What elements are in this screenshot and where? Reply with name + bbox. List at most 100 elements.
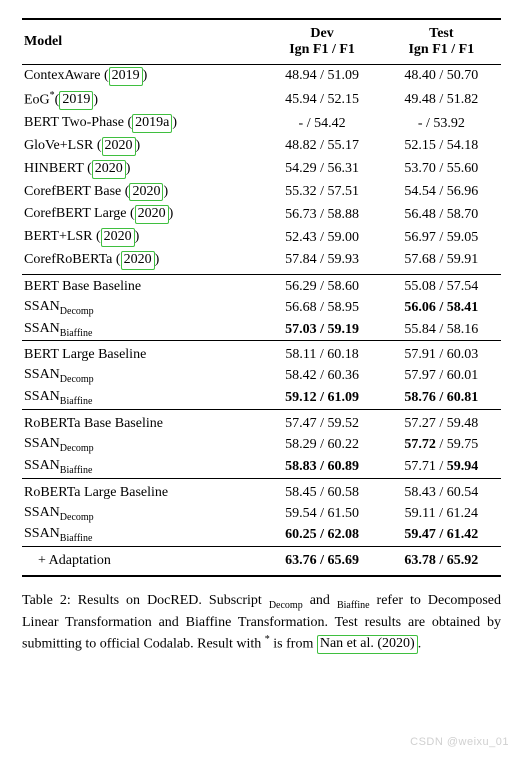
table-row: HINBERT (2020)54.29 / 56.3153.70 / 55.60	[22, 158, 501, 181]
model-cell: SSANDecomp	[22, 434, 262, 456]
table-row: RoBERTa Base Baseline57.47 / 59.5257.27 …	[22, 410, 501, 435]
table-row: GloVe+LSR (2020)48.82 / 55.1752.15 / 54.…	[22, 135, 501, 158]
citation-link[interactable]: 2020	[129, 183, 163, 202]
model-cell: RoBERTa Base Baseline	[22, 410, 262, 435]
model-cell: SSANBiaffine	[22, 319, 262, 341]
model-cell: BERT+LSR (2020)	[22, 226, 262, 249]
citation-link[interactable]: 2020	[121, 251, 155, 270]
test-cell: 56.06 / 58.41	[382, 297, 501, 319]
table-row: BERT+LSR (2020)52.43 / 59.0056.97 / 59.0…	[22, 226, 501, 249]
dev-cell: 56.29 / 58.60	[262, 274, 381, 297]
dev-cell: 48.82 / 55.17	[262, 135, 381, 158]
test-cell: 57.72 / 59.75	[382, 434, 501, 456]
table-header-row: Model Dev Ign F1 / F1 Test Ign F1 / F1	[22, 19, 501, 65]
header-dev: Dev Ign F1 / F1	[262, 19, 381, 65]
dev-cell: 55.32 / 57.51	[262, 181, 381, 204]
citation-link[interactable]: 2020	[135, 205, 169, 224]
test-cell: 59.47 / 61.42	[382, 524, 501, 546]
dev-cell: 45.94 / 52.15	[262, 88, 381, 112]
test-cell: - / 53.92	[382, 112, 501, 135]
dev-cell: 52.43 / 59.00	[262, 226, 381, 249]
dev-cell: 59.54 / 61.50	[262, 503, 381, 525]
model-cell: GloVe+LSR (2020)	[22, 135, 262, 158]
dev-cell: 57.84 / 59.93	[262, 249, 381, 274]
test-cell: 55.84 / 58.16	[382, 319, 501, 341]
dev-cell: 48.94 / 51.09	[262, 65, 381, 88]
table-row: BERT Large Baseline58.11 / 60.1857.91 / …	[22, 341, 501, 366]
test-cell: 57.68 / 59.91	[382, 249, 501, 274]
dev-cell: 59.12 / 61.09	[262, 387, 381, 409]
citation-link[interactable]: 2020	[101, 228, 135, 247]
table-row: EoG*(2019)45.94 / 52.1549.48 / 51.82	[22, 88, 501, 112]
dev-cell: 57.47 / 59.52	[262, 410, 381, 435]
table-row: SSANBiaffine57.03 / 59.1955.84 / 58.16	[22, 319, 501, 341]
table-row: RoBERTa Large Baseline58.45 / 60.5858.43…	[22, 478, 501, 503]
test-cell: 52.15 / 54.18	[382, 135, 501, 158]
test-cell: 55.08 / 57.54	[382, 274, 501, 297]
model-cell: SSANBiaffine	[22, 387, 262, 409]
adaptation-row: + Adaptation63.76 / 65.6963.78 / 65.92	[22, 547, 501, 577]
model-cell: SSANBiaffine	[22, 456, 262, 478]
model-cell: SSANDecomp	[22, 297, 262, 319]
table-row: SSANBiaffine58.83 / 60.8957.71 / 59.94	[22, 456, 501, 478]
table-row: SSANBiaffine59.12 / 61.0958.76 / 60.81	[22, 387, 501, 409]
dev-cell: 56.68 / 58.95	[262, 297, 381, 319]
table-row: SSANDecomp58.42 / 60.3657.97 / 60.01	[22, 365, 501, 387]
citation-link[interactable]: 2020	[92, 160, 126, 179]
table-row: ContexAware (2019)48.94 / 51.0948.40 / 5…	[22, 65, 501, 88]
dev-cell: 57.03 / 59.19	[262, 319, 381, 341]
dev-cell: 58.45 / 60.58	[262, 478, 381, 503]
model-cell: EoG*(2019)	[22, 88, 262, 112]
model-cell: SSANDecomp	[22, 365, 262, 387]
table-row: SSANDecomp56.68 / 58.9556.06 / 58.41	[22, 297, 501, 319]
dev-cell: 58.83 / 60.89	[262, 456, 381, 478]
citation-link[interactable]: 2020	[102, 137, 136, 156]
test-cell: 54.54 / 56.96	[382, 181, 501, 204]
model-cell: CorefBERT Large (2020)	[22, 203, 262, 226]
test-cell: 57.91 / 60.03	[382, 341, 501, 366]
test-cell: 56.48 / 58.70	[382, 203, 501, 226]
test-cell: 59.11 / 61.24	[382, 503, 501, 525]
model-cell: BERT Large Baseline	[22, 341, 262, 366]
dev-cell: - / 54.42	[262, 112, 381, 135]
table-row: CorefBERT Base (2020)55.32 / 57.5154.54 …	[22, 181, 501, 204]
model-cell: SSANBiaffine	[22, 524, 262, 546]
dev-cell: 58.29 / 60.22	[262, 434, 381, 456]
test-cell: 53.70 / 55.60	[382, 158, 501, 181]
table-row: BERT Two-Phase (2019a)- / 54.42- / 53.92	[22, 112, 501, 135]
header-model: Model	[22, 19, 262, 65]
model-cell: SSANDecomp	[22, 503, 262, 525]
test-cell: 57.97 / 60.01	[382, 365, 501, 387]
table-row: SSANBiaffine60.25 / 62.0859.47 / 61.42	[22, 524, 501, 546]
header-test: Test Ign F1 / F1	[382, 19, 501, 65]
adaptation-dev: 63.76 / 65.69	[262, 547, 381, 577]
citation-link[interactable]: 2019	[59, 91, 93, 110]
test-cell: 58.76 / 60.81	[382, 387, 501, 409]
dev-cell: 60.25 / 62.08	[262, 524, 381, 546]
model-cell: BERT Two-Phase (2019a)	[22, 112, 262, 135]
model-cell: BERT Base Baseline	[22, 274, 262, 297]
table-row: SSANDecomp59.54 / 61.5059.11 / 61.24	[22, 503, 501, 525]
dev-cell: 58.11 / 60.18	[262, 341, 381, 366]
model-cell: ContexAware (2019)	[22, 65, 262, 88]
dev-cell: 58.42 / 60.36	[262, 365, 381, 387]
citation-link[interactable]: Nan et al. (2020)	[317, 635, 418, 654]
test-cell: 57.27 / 59.48	[382, 410, 501, 435]
model-cell: RoBERTa Large Baseline	[22, 478, 262, 503]
watermark: CSDN @weixu_01	[410, 736, 509, 748]
adaptation-test: 63.78 / 65.92	[382, 547, 501, 577]
test-cell: 48.40 / 50.70	[382, 65, 501, 88]
dev-cell: 56.73 / 58.88	[262, 203, 381, 226]
dev-cell: 54.29 / 56.31	[262, 158, 381, 181]
test-cell: 49.48 / 51.82	[382, 88, 501, 112]
adaptation-label: + Adaptation	[22, 547, 262, 577]
table-caption: Table 2: Results on DocRED. Subscript De…	[22, 591, 501, 654]
test-cell: 58.43 / 60.54	[382, 478, 501, 503]
test-cell: 56.97 / 59.05	[382, 226, 501, 249]
results-table: Model Dev Ign F1 / F1 Test Ign F1 / F1 C…	[22, 18, 501, 577]
model-cell: CorefRoBERTa (2020)	[22, 249, 262, 274]
citation-link[interactable]: 2019a	[132, 114, 172, 133]
table-row: BERT Base Baseline56.29 / 58.6055.08 / 5…	[22, 274, 501, 297]
table-row: CorefBERT Large (2020)56.73 / 58.8856.48…	[22, 203, 501, 226]
citation-link[interactable]: 2019	[109, 67, 143, 86]
